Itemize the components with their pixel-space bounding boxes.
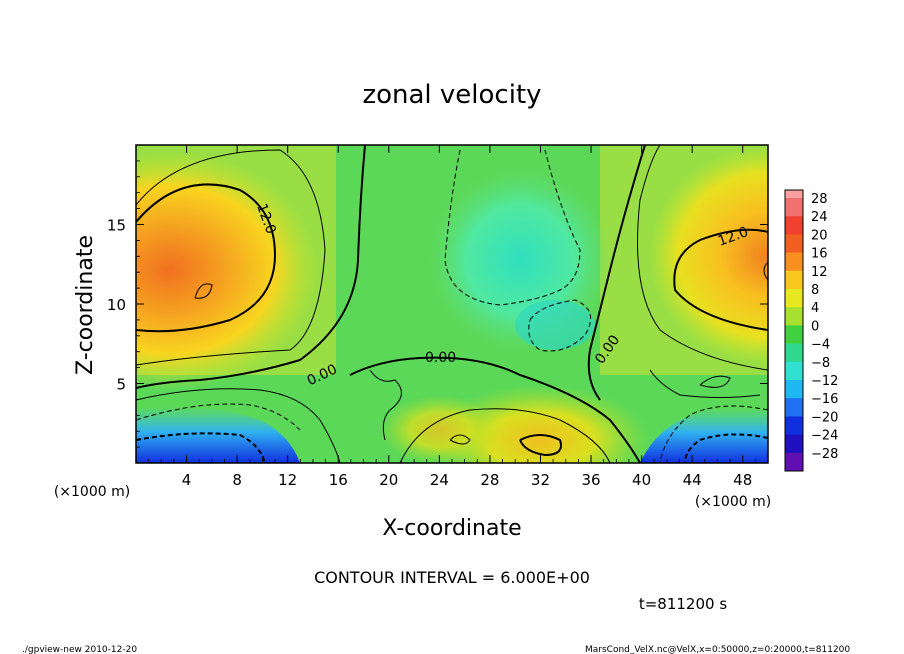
colorbar-segment	[785, 198, 803, 217]
x-tick-label: 48	[733, 471, 752, 489]
y-unit-note: (×1000 m)	[54, 484, 130, 500]
x-tick-label: 32	[531, 471, 550, 489]
chart-title: zonal velocity	[362, 80, 541, 110]
x-unit-note: (×1000 m)	[695, 494, 771, 510]
colorbar-label: 28	[811, 192, 828, 207]
y-axis: 5 10 15	[107, 160, 768, 448]
x-tick-label: 24	[430, 471, 449, 489]
colorbar-segment	[785, 234, 803, 254]
x-tick-label: 44	[683, 471, 702, 489]
colorbar-segment	[785, 270, 803, 290]
x-tick-label: 4	[182, 471, 192, 489]
colorbar-frame	[784, 189, 804, 472]
colorbar-label: 16	[811, 247, 828, 262]
colorbar-label: −24	[811, 429, 838, 444]
x-tick-label: 40	[632, 471, 651, 489]
colorbar-label: 8	[811, 283, 819, 298]
y-axis-label: Z-coordinate	[73, 235, 98, 375]
colorbar-segment	[785, 216, 803, 235]
colorbar-label: 4	[811, 301, 819, 316]
contour-interval-text: CONTOUR INTERVAL = 6.000E+00	[314, 568, 590, 587]
y-tick-label: 5	[116, 376, 126, 394]
colorbar-segment	[785, 380, 803, 399]
colorbar-segment	[785, 361, 803, 381]
x-tick-label: 16	[329, 471, 348, 489]
x-axis-label: X-coordinate	[382, 516, 521, 541]
colorbar-segment	[785, 307, 803, 326]
y-tick-label: 15	[107, 217, 126, 235]
colorbar-segment	[785, 452, 803, 472]
colorbar-label: −8	[811, 356, 830, 371]
x-tick-label: 8	[232, 471, 242, 489]
colorbar-segment	[785, 289, 803, 308]
colorbar-segment	[785, 398, 803, 417]
colorbar-label: −16	[811, 392, 838, 407]
colorbar-label: 20	[811, 228, 828, 243]
colorbar-cap	[785, 190, 803, 198]
contour-label: 0.00	[425, 350, 456, 366]
time-text: t=811200 s	[639, 595, 727, 613]
y-tick-label: 10	[107, 296, 126, 314]
colorbar: 28 24 20 16 12 8 4 0 −4 −8 −12 −16 −20 −24 −28	[784, 189, 838, 472]
x-tick-label: 12	[278, 471, 297, 489]
colorbar-segment	[785, 325, 803, 345]
colorbar-segment	[785, 343, 803, 363]
colorbar-label: −28	[811, 447, 838, 462]
colorbar-label: −12	[811, 374, 838, 389]
colorbar-label: −20	[811, 410, 838, 425]
velocity-field	[136, 145, 768, 463]
colorbar-segment	[785, 434, 803, 454]
x-tick-label: 36	[581, 471, 600, 489]
colorbar-label: 12	[811, 265, 828, 280]
colorbar-label: 0	[811, 319, 819, 334]
contour-lines	[136, 145, 768, 463]
x-tick-label: 20	[379, 471, 398, 489]
colorbar-label: 24	[811, 210, 828, 225]
footer-right: MarsCond_VelX.nc@VelX,x=0:50000,z=0:2000…	[585, 645, 850, 654]
x-tick-label: 28	[480, 471, 499, 489]
x-axis: 4 8 12 16 20 24 28 32 36 40 44 48	[148, 145, 756, 489]
colorbar-segment	[785, 252, 803, 272]
colorbar-label: −4	[811, 338, 830, 353]
colorbar-segment	[785, 416, 803, 436]
footer-left: ./gpview-new 2010-12-20	[22, 645, 137, 654]
